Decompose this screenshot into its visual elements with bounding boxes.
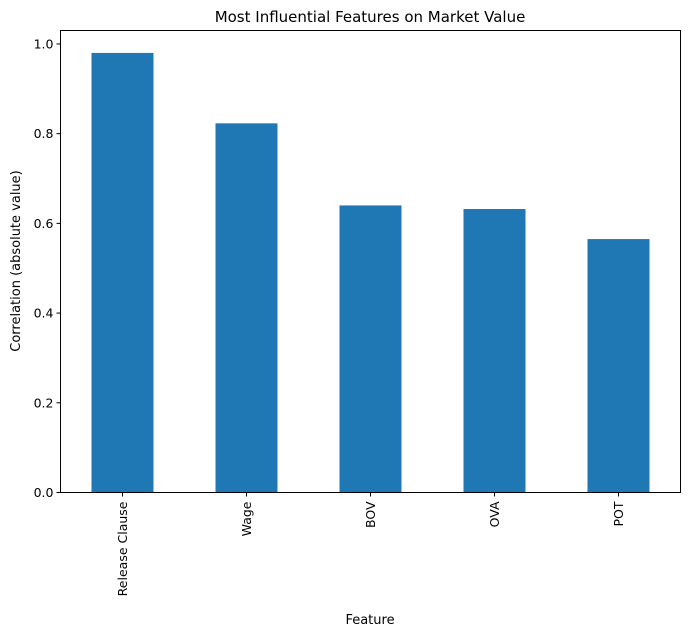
- x-tick-label: Wage: [239, 501, 254, 536]
- y-tick-label: 1.0: [34, 36, 54, 51]
- y-tick-label: 0.0: [34, 485, 54, 500]
- y-axis-ticks: 0.0 0.2 0.4 0.6 0.8 1.0: [34, 36, 61, 500]
- bar-wage: [215, 123, 278, 493]
- chart-title: Most Influential Features on Market Valu…: [215, 8, 526, 26]
- x-tick-label: POT: [611, 501, 626, 526]
- bar-ova: [463, 209, 526, 493]
- bar-bov: [339, 205, 402, 493]
- bar-release-clause: [91, 52, 154, 493]
- y-tick-label: 0.4: [34, 306, 54, 321]
- y-tick-label: 0.6: [34, 216, 54, 231]
- bars-group: [91, 52, 650, 493]
- y-axis-label: Correlation (absolute value): [9, 170, 24, 352]
- x-tick-label: OVA: [487, 501, 502, 527]
- x-tick-label: BOV: [363, 501, 378, 528]
- x-tick-label: Release Clause: [115, 501, 130, 596]
- y-tick-label: 0.2: [34, 395, 54, 410]
- x-axis-label: Feature: [345, 613, 394, 628]
- y-tick-label: 0.8: [34, 126, 54, 141]
- plot-frame: [60, 30, 681, 493]
- x-axis-ticks: Release Clause Wage BOV OVA POT: [115, 492, 626, 596]
- bar-pot: [587, 239, 650, 493]
